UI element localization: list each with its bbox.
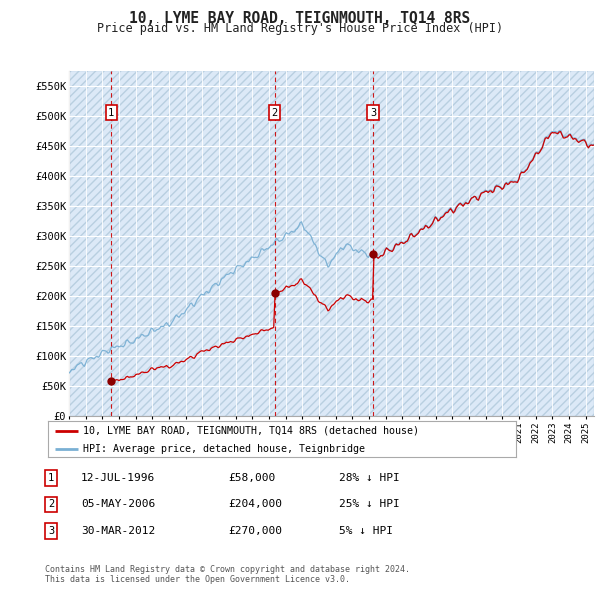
Text: 10, LYME BAY ROAD, TEIGNMOUTH, TQ14 8RS: 10, LYME BAY ROAD, TEIGNMOUTH, TQ14 8RS [130, 11, 470, 25]
Text: Price paid vs. HM Land Registry's House Price Index (HPI): Price paid vs. HM Land Registry's House … [97, 22, 503, 35]
Text: 2: 2 [48, 500, 54, 509]
Text: 1: 1 [108, 108, 115, 118]
Text: Contains HM Land Registry data © Crown copyright and database right 2024.
This d: Contains HM Land Registry data © Crown c… [45, 565, 410, 584]
Text: 25% ↓ HPI: 25% ↓ HPI [339, 500, 400, 509]
Text: 5% ↓ HPI: 5% ↓ HPI [339, 526, 393, 536]
Text: 05-MAY-2006: 05-MAY-2006 [81, 500, 155, 509]
Text: 3: 3 [370, 108, 376, 118]
Text: £58,000: £58,000 [228, 473, 275, 483]
Text: £270,000: £270,000 [228, 526, 282, 536]
Text: 30-MAR-2012: 30-MAR-2012 [81, 526, 155, 536]
Text: £204,000: £204,000 [228, 500, 282, 509]
Text: HPI: Average price, detached house, Teignbridge: HPI: Average price, detached house, Teig… [83, 444, 365, 454]
Text: 28% ↓ HPI: 28% ↓ HPI [339, 473, 400, 483]
Text: 10, LYME BAY ROAD, TEIGNMOUTH, TQ14 8RS (detached house): 10, LYME BAY ROAD, TEIGNMOUTH, TQ14 8RS … [83, 426, 419, 436]
Text: 12-JUL-1996: 12-JUL-1996 [81, 473, 155, 483]
Text: 2: 2 [271, 108, 278, 118]
Text: 3: 3 [48, 526, 54, 536]
Text: 1: 1 [48, 473, 54, 483]
